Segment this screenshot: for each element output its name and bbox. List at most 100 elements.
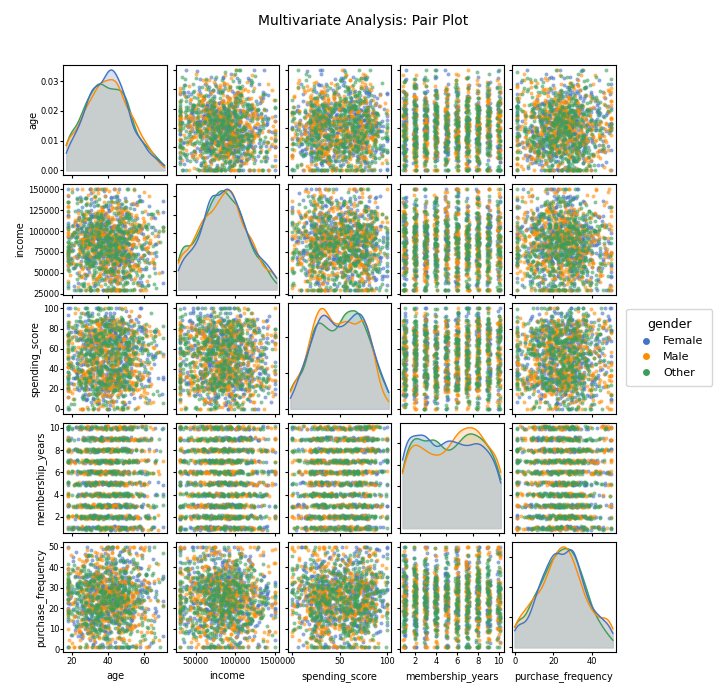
Other	[343, 434, 355, 445]
Other	[560, 258, 571, 269]
Other	[566, 112, 578, 123]
Female	[330, 574, 342, 585]
Female	[472, 153, 483, 164]
Other	[430, 149, 441, 160]
Female	[224, 590, 236, 602]
Other	[233, 112, 244, 123]
Other	[136, 489, 148, 500]
Other	[180, 359, 191, 370]
Other	[410, 597, 422, 608]
Female	[252, 599, 264, 611]
Other	[571, 319, 582, 330]
Other	[545, 384, 556, 395]
Male	[473, 236, 484, 247]
Male	[73, 375, 85, 386]
Male	[200, 369, 212, 380]
Other	[324, 593, 336, 604]
Female	[410, 350, 422, 361]
Other	[400, 223, 411, 234]
Female	[452, 609, 464, 620]
Female	[316, 208, 327, 220]
Male	[409, 361, 420, 372]
Male	[329, 456, 340, 467]
Female	[512, 367, 523, 378]
Other	[398, 337, 410, 348]
Male	[182, 615, 193, 626]
Female	[410, 110, 422, 121]
Female	[483, 231, 495, 243]
Other	[87, 608, 98, 619]
Female	[205, 601, 217, 612]
Male	[481, 592, 493, 604]
Male	[92, 284, 104, 295]
Male	[125, 477, 137, 488]
Female	[194, 603, 206, 614]
Female	[115, 511, 126, 522]
Other	[462, 100, 474, 111]
Female	[578, 155, 590, 166]
Other	[113, 592, 124, 603]
Female	[484, 106, 496, 117]
Female	[356, 239, 367, 250]
Female	[291, 104, 302, 115]
Female	[408, 231, 419, 243]
Other	[181, 137, 193, 148]
Other	[545, 468, 557, 479]
Male	[452, 273, 464, 284]
Female	[419, 321, 430, 332]
Other	[483, 261, 495, 272]
Male	[223, 117, 235, 128]
Other	[532, 86, 544, 98]
Female	[224, 164, 236, 176]
Female	[525, 213, 537, 224]
Female	[561, 337, 572, 348]
Female	[186, 357, 198, 368]
Other	[192, 117, 204, 128]
Other	[88, 402, 100, 413]
Other	[185, 595, 197, 606]
Male	[308, 107, 320, 118]
Female	[292, 598, 304, 609]
Male	[139, 454, 150, 466]
Female	[75, 631, 87, 642]
Other	[84, 579, 95, 590]
Other	[569, 90, 580, 101]
Other	[233, 445, 245, 456]
Female	[238, 523, 250, 535]
Male	[100, 585, 112, 596]
Male	[348, 198, 360, 209]
Other	[87, 272, 99, 283]
Female	[358, 585, 369, 596]
Other	[337, 432, 349, 443]
Other	[103, 337, 114, 348]
Other	[419, 320, 430, 331]
Female	[247, 143, 259, 154]
Other	[370, 119, 382, 130]
Female	[545, 303, 556, 314]
Male	[237, 95, 249, 106]
Male	[557, 135, 569, 146]
Female	[430, 327, 441, 338]
Female	[452, 155, 464, 166]
Male	[452, 575, 464, 586]
Male	[483, 305, 494, 316]
Other	[251, 642, 262, 653]
Male	[308, 603, 320, 614]
Other	[570, 477, 582, 489]
Other	[549, 90, 561, 101]
Other	[527, 489, 539, 500]
Male	[225, 401, 237, 412]
Female	[399, 112, 411, 123]
Other	[574, 152, 585, 163]
Male	[460, 247, 472, 259]
Male	[473, 139, 484, 150]
Female	[550, 338, 562, 349]
Other	[224, 602, 236, 613]
Male	[222, 582, 233, 593]
Male	[557, 102, 569, 113]
Other	[174, 480, 186, 491]
Other	[65, 360, 76, 371]
Male	[529, 424, 540, 435]
Female	[261, 588, 273, 599]
Female	[100, 576, 112, 587]
